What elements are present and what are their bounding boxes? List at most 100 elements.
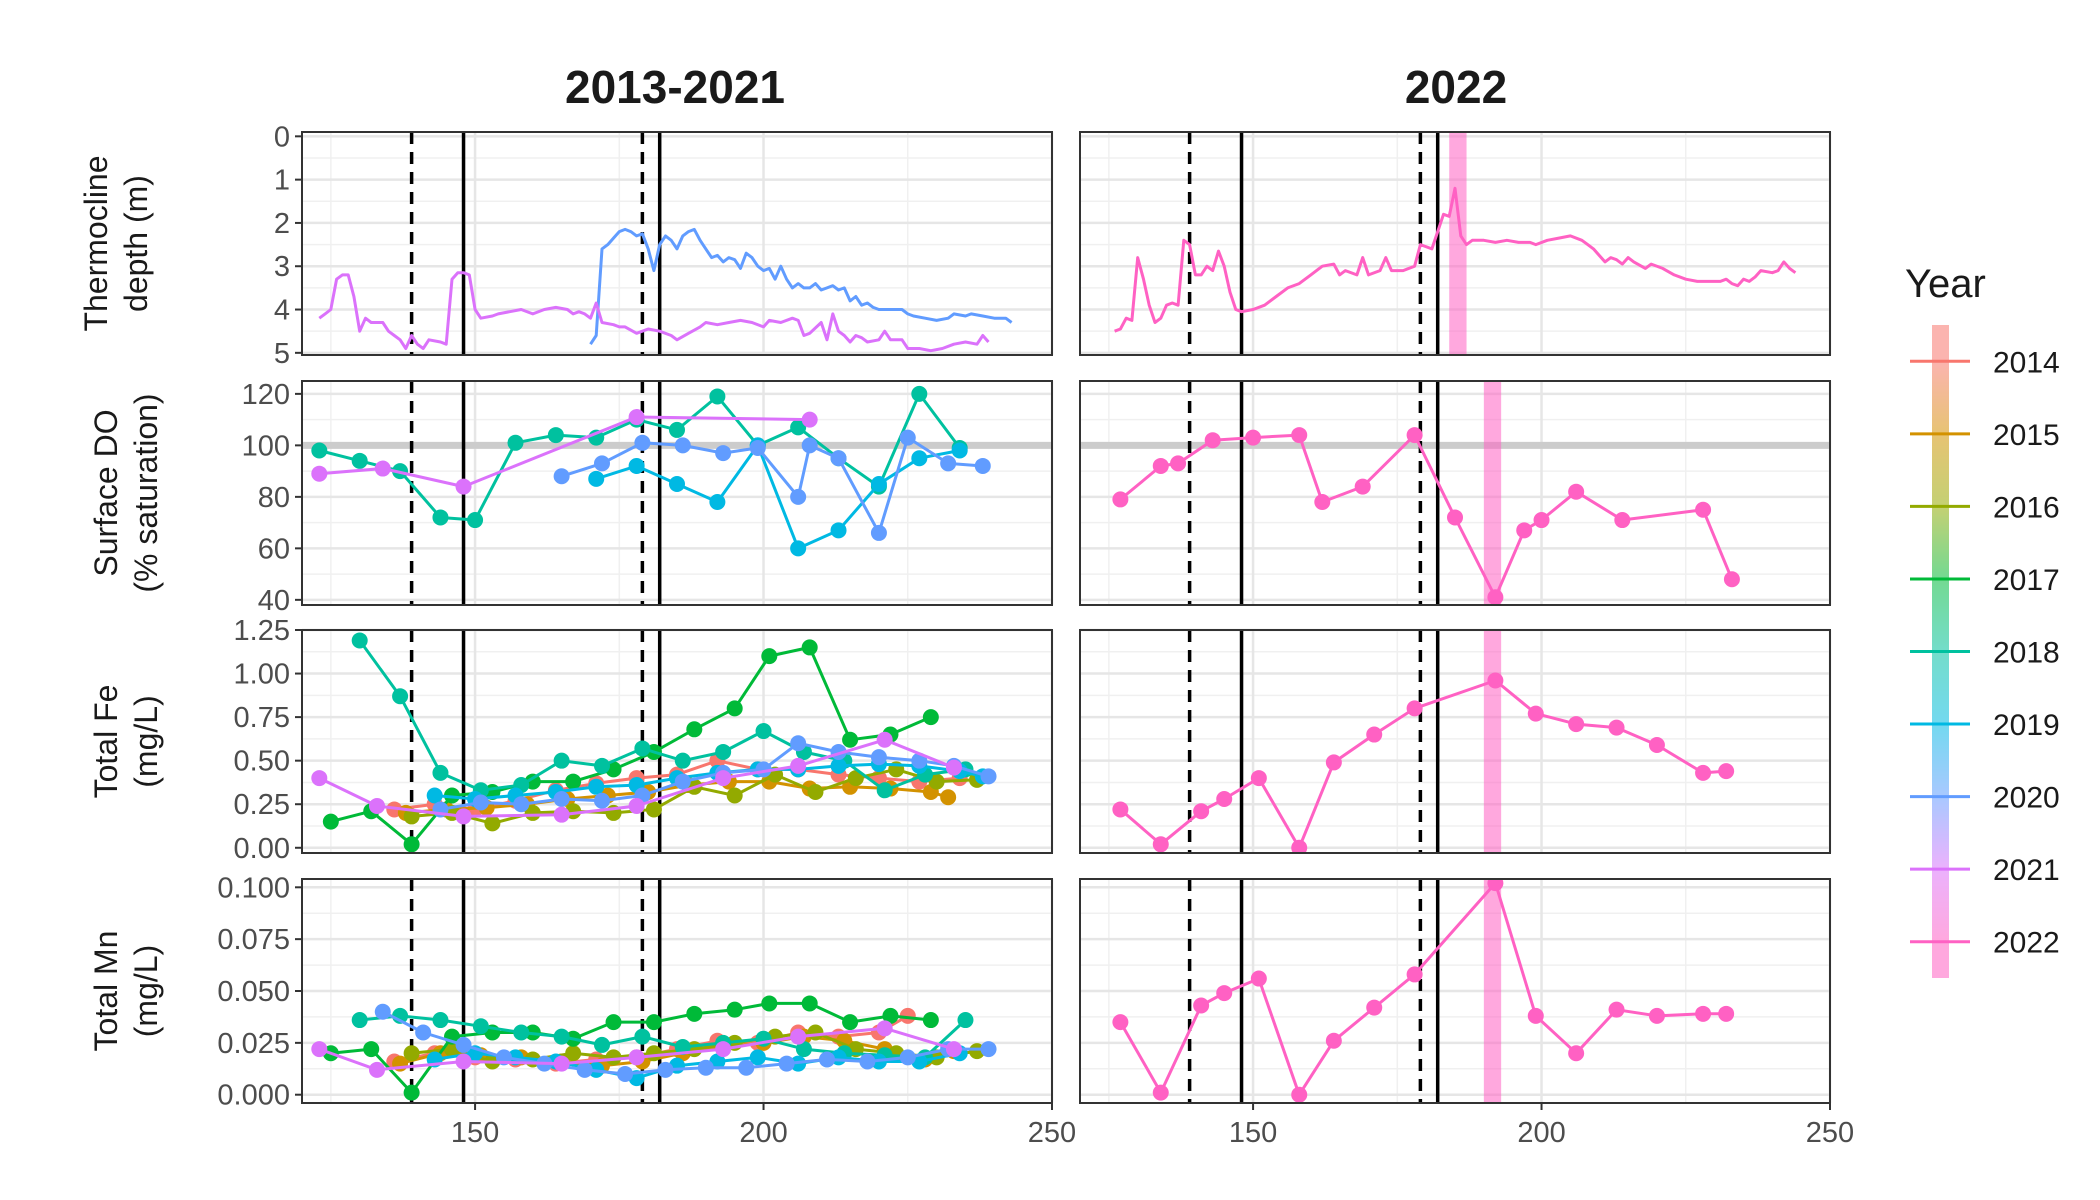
y-tick-label: 120 [242,379,290,411]
legend-label-2014: 2014 [1993,346,2060,379]
y-tick-label: 0.075 [217,924,290,956]
data-point-do-2020 [634,434,651,451]
data-point-mn-2016 [807,1024,824,1041]
data-point-do-2022 [1614,512,1631,529]
data-point-mn-2019 [749,1049,766,1066]
series-line-fe-2018 [358,639,966,792]
series-group [1112,427,1740,605]
data-point-do-2018 [432,509,449,526]
data-point-fe-2019 [426,787,443,804]
data-point-do-2021 [374,460,391,477]
legend-label-2017: 2017 [1993,564,2060,597]
highlight-band [1483,381,1502,605]
data-point-fe-2016 [807,784,824,801]
data-point-fe-2020 [980,768,997,785]
y-tick-label: 1 [274,165,290,197]
panel-border [1079,629,1831,854]
data-point-fe-2018 [553,752,570,769]
y-axis-label-line: depth (m) [118,175,154,312]
y-tick-label: 0 [274,121,290,153]
data-point-fe-2017 [922,709,939,726]
data-point-do-2020 [749,439,766,456]
panel-border [301,380,1053,606]
data-point-mn-2022 [1406,966,1423,983]
y-tick-label: 4 [274,295,290,327]
x-tick-label: 200 [1517,1117,1565,1149]
data-point-do-2020 [801,437,818,454]
data-point-fe-2022 [1648,736,1665,753]
y-tick-label: 3 [274,251,290,283]
y-tick-label: 0.00 [234,833,290,865]
data-point-mn-2022 [1152,1084,1169,1101]
data-point-fe-2016 [726,787,743,804]
data-point-do-2022 [1204,432,1221,449]
data-point-mn-2018 [432,1012,449,1029]
data-point-mn-2018 [513,1024,530,1041]
x-tick-label: 150 [1229,1117,1277,1149]
data-point-fe-2022 [1291,839,1308,853]
data-point-fe-2022 [1325,754,1342,771]
data-point-do-2019 [870,475,887,492]
data-point-mn-2016 [403,1045,420,1062]
data-point-mn-2020 [576,1061,593,1078]
data-point-mn-2022 [1695,1005,1712,1022]
y-axis-label-fe: Total Fe (mg/L) [88,685,164,799]
series-line-thermo-2021 [318,271,990,353]
data-point-fe-2017 [322,813,339,830]
y-tick-label: 2 [274,208,290,240]
legend-label-2018: 2018 [1993,637,2060,670]
data-point-mn-2017 [726,1001,743,1018]
y-axis-label-thermo: Thermocline depth (m) [78,155,154,331]
panel-mn-2022: 150 200 250 [1079,878,1854,1149]
data-point-mn-2022 [1112,1014,1129,1031]
panel-border [1079,131,1831,356]
series-group [311,385,991,557]
data-point-mn-2022 [1487,879,1504,892]
data-point-do-2019 [951,442,968,459]
data-point-fe-2022 [1695,764,1712,781]
data-point-mn-2022 [1568,1045,1585,1062]
y-axis-label-do: Surface DO (% saturation) [88,393,164,592]
y-tick-label: 40 [258,585,290,617]
y-axis-label-line: (mg/L) [128,945,164,1037]
data-point-mn-2021 [715,1041,732,1058]
y-tick-label: 0.050 [217,976,290,1008]
data-point-fe-2021 [715,770,732,787]
data-point-mn-2022 [1291,1086,1308,1103]
data-point-mn-2020 [697,1059,714,1076]
data-point-do-2018 [547,427,564,444]
data-point-fe-2022 [1216,790,1233,807]
series-group [1114,186,1797,333]
facet-title-2013-2021: 2013-2021 [565,61,785,113]
data-point-do-2020 [553,468,570,485]
data-point-mn-2021 [311,1041,328,1058]
data-point-do-2019 [628,457,645,474]
data-point-mn-2017 [801,995,818,1012]
data-point-do-2020 [974,457,991,474]
data-point-do-2020 [790,488,807,505]
data-point-do-2020 [715,445,732,462]
facet-title-2022: 2022 [1405,61,1507,113]
data-point-fe-2022 [1250,770,1267,787]
series-line-fe-2022 [1119,679,1727,850]
data-point-do-2021 [311,465,328,482]
data-point-fe-2020 [870,749,887,766]
data-point-mn-2020 [980,1041,997,1058]
legend-title: Year [1905,262,1986,306]
data-point-mn-2018 [795,1041,812,1058]
series-group [311,632,997,853]
data-point-fe-2022 [1568,716,1585,733]
data-point-fe-2022 [1406,700,1423,717]
data-point-fe-2021 [945,759,962,776]
data-point-mn-2018 [674,1039,691,1055]
highlight-band [1449,132,1467,355]
data-point-do-2018 [351,452,368,469]
data-point-mn-2022 [1608,1001,1625,1018]
legend-label-2016: 2016 [1993,491,2060,524]
data-point-do-2019 [790,540,807,557]
data-point-fe-2017 [686,721,703,738]
data-point-mn-2017 [686,1005,703,1022]
data-point-mn-2017 [403,1084,420,1101]
data-point-mn-2021 [369,1061,385,1078]
series-line-mn-2020 [382,1010,989,1076]
